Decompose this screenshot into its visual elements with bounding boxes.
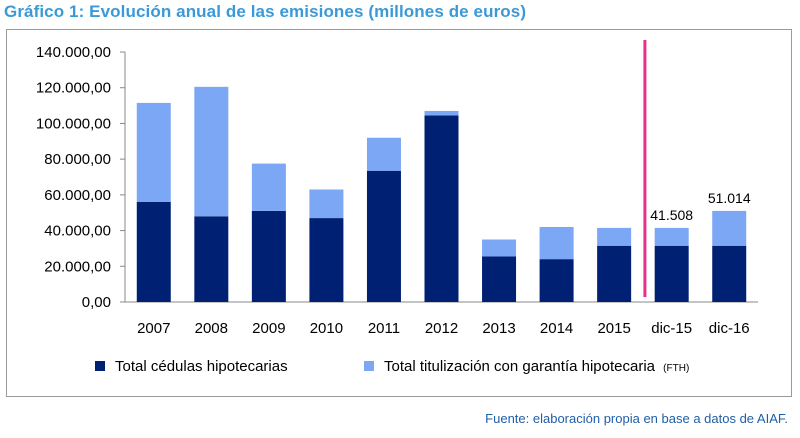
bar-titulizacion-dic-15 <box>654 227 689 246</box>
legend-label-titulizacion: Total titulización con garantía hipoteca… <box>384 358 689 375</box>
bar-cedulas-2009 <box>251 210 286 302</box>
y-tick-label: 120.000,00 <box>36 80 111 97</box>
x-tick-label: 2015 <box>597 320 630 337</box>
bar-titulizacion-2013 <box>482 239 517 257</box>
x-tick-label: 2009 <box>252 320 285 337</box>
x-tick-label: 2008 <box>195 320 228 337</box>
x-tick-label: dic-16 <box>709 320 750 337</box>
y-tick-label: 80.000,00 <box>44 151 111 168</box>
x-tick-label: 2012 <box>425 320 458 337</box>
labels: 2007 2008 2009 2010 2011 2012 2013 2014 2015 dic-… <box>137 190 751 337</box>
legend-label-suffix: (FTH) <box>663 363 689 374</box>
x-tick-label: 2007 <box>137 320 170 337</box>
bar-titulizacion-2012 <box>424 110 459 116</box>
bar-titulizacion-dic-16 <box>712 210 747 246</box>
x-tick-label: 2010 <box>310 320 343 337</box>
y-tick-label: 20.000,00 <box>44 258 111 275</box>
y-tick-label: 140.000,00 <box>36 44 111 61</box>
x-tick-label: 2013 <box>482 320 515 337</box>
bar-titulizacion-2008 <box>194 86 229 217</box>
chart-frame <box>6 29 792 397</box>
x-tick-label: 2014 <box>540 320 573 337</box>
source-note: Fuente: elaboración propia en base a dat… <box>485 411 788 426</box>
bar-titulizacion-2009 <box>251 163 286 211</box>
y-tick-label: 40.000,00 <box>44 223 111 240</box>
bar-cedulas-2013 <box>482 256 517 302</box>
y-tick-label: 100.000,00 <box>36 115 111 132</box>
bar-cedulas-dic-15 <box>654 245 689 302</box>
legend-label-cedulas: Total cédulas hipotecarias <box>115 358 288 375</box>
legend-swatch-titulizacion <box>364 361 374 371</box>
chart-title: Gráfico 1: Evolución anual de las emisio… <box>4 2 527 21</box>
bar-cedulas-2015 <box>597 245 632 302</box>
data-label-dic-16: 51.014 <box>708 190 751 206</box>
bar-titulizacion-2007 <box>136 102 171 202</box>
bar-titulizacion-2015 <box>597 227 632 246</box>
bar-titulizacion-2010 <box>309 189 344 219</box>
legend-swatch-cedulas <box>95 361 105 371</box>
legend: Total cédulas hipotecarias Total tituliza… <box>95 358 689 375</box>
y-tick-label: 0,00 <box>82 294 111 311</box>
bar-cedulas-2007 <box>136 202 171 302</box>
y-tick-label: 60.000,00 <box>44 187 111 204</box>
bars <box>136 40 747 303</box>
data-label-dic-15: 41.508 <box>650 207 693 223</box>
bar-cedulas-dic-16 <box>712 245 747 302</box>
bar-cedulas-2010 <box>309 218 344 302</box>
x-tick-label: 2011 <box>368 320 400 337</box>
bar-cedulas-2012 <box>424 115 459 303</box>
bar-cedulas-2014 <box>539 259 574 302</box>
x-tick-label: dic-15 <box>651 320 692 337</box>
bar-titulizacion-2014 <box>539 227 574 260</box>
bar-cedulas-2011 <box>366 170 401 302</box>
bar-titulizacion-2011 <box>366 137 401 171</box>
bar-cedulas-2008 <box>194 216 229 302</box>
